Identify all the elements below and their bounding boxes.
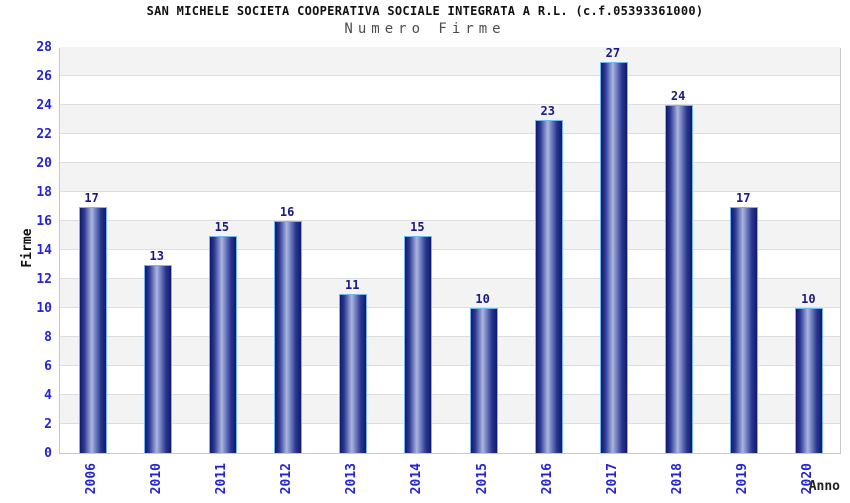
bar-value-label: 23 (540, 103, 555, 118)
bar-2019 (730, 206, 759, 453)
x-axis-title: Anno (808, 479, 840, 494)
x-tick-label: 2006 (83, 463, 99, 495)
y-tick-label: 24 (36, 98, 52, 113)
gridline (60, 278, 840, 279)
bar-2012 (274, 221, 303, 453)
x-tick-label: 2019 (735, 463, 751, 495)
plot-background-band (60, 221, 840, 250)
bar-2017 (599, 61, 628, 453)
bar-2011 (208, 235, 237, 453)
y-tick-label: 20 (36, 156, 52, 171)
plot-background-band (60, 76, 840, 105)
bar-2018 (665, 105, 694, 453)
y-tick-label: 0 (44, 446, 52, 461)
x-tick-label: 2016 (539, 463, 555, 495)
bar-2015 (469, 308, 498, 453)
y-tick-label: 28 (36, 40, 52, 55)
gridline (60, 133, 840, 134)
y-tick-label: 8 (44, 330, 52, 345)
plot-background-band (60, 424, 840, 453)
bar-value-label: 27 (605, 45, 621, 60)
gridline (60, 220, 840, 221)
gridline (60, 336, 840, 337)
gridline (60, 191, 840, 192)
plot-background-band (60, 308, 840, 337)
chart-title: SAN MICHELE SOCIETA COOPERATIVA SOCIALE … (146, 4, 704, 18)
bar-value-label: 10 (801, 292, 816, 306)
gridline (60, 104, 840, 105)
y-tick-label: 26 (36, 69, 52, 84)
plot-background-band (60, 395, 840, 424)
plot-area (59, 47, 841, 454)
y-tick-label: 18 (36, 185, 52, 200)
plot-background-band (60, 366, 840, 395)
gridline (60, 365, 840, 366)
x-tick-label: 2015 (474, 463, 490, 495)
bar-value-label: 15 (214, 219, 230, 234)
y-tick-label: 2 (44, 417, 52, 432)
y-tick-label: 10 (36, 301, 52, 316)
bar-2014 (404, 235, 433, 453)
plot-background-band (60, 163, 840, 192)
chart-subtitle: Numero Firme (344, 21, 506, 37)
plot-background-band (60, 250, 840, 279)
plot-background-band (60, 279, 840, 308)
bar-2013 (339, 293, 368, 453)
y-tick-label: 4 (44, 388, 52, 403)
bar-value-label: 10 (475, 292, 490, 306)
bar-value-label: 11 (345, 277, 360, 292)
x-tick-label: 2014 (409, 463, 425, 495)
bar-2016 (534, 119, 563, 453)
bar-2010 (143, 264, 172, 453)
plot-background-band (60, 134, 840, 163)
plot-background-band (60, 192, 840, 221)
bar-2006 (78, 206, 107, 453)
x-tick-label: 2017 (604, 463, 620, 495)
gridline (60, 249, 840, 250)
gridline (60, 423, 840, 424)
bar-value-label: 15 (410, 219, 425, 234)
x-tick-label: 2018 (670, 463, 686, 495)
x-tick-label: 2013 (344, 463, 360, 495)
bar-value-label: 17 (736, 190, 751, 205)
gridline (60, 394, 840, 395)
bar-value-label: 24 (670, 89, 686, 103)
x-tick-label: 2011 (213, 463, 229, 495)
x-tick-label: 2010 (148, 463, 164, 495)
gridline (60, 162, 840, 163)
bar-value-label: 16 (279, 205, 295, 219)
y-tick-label: 14 (36, 243, 52, 258)
y-tick-label: 12 (36, 272, 52, 287)
plot-background-band (60, 337, 840, 366)
y-tick-label: 6 (44, 359, 52, 374)
plot-background-band (60, 105, 840, 134)
gridline (60, 75, 840, 76)
plot-background-band (60, 47, 840, 76)
bar-value-label: 13 (149, 248, 164, 263)
y-tick-label: 16 (36, 214, 52, 229)
gridline (60, 307, 840, 308)
y-tick-label: 22 (36, 127, 52, 142)
x-tick-label: 2012 (279, 463, 295, 495)
bar-value-label: 17 (84, 190, 99, 205)
bar-2020 (795, 308, 824, 453)
